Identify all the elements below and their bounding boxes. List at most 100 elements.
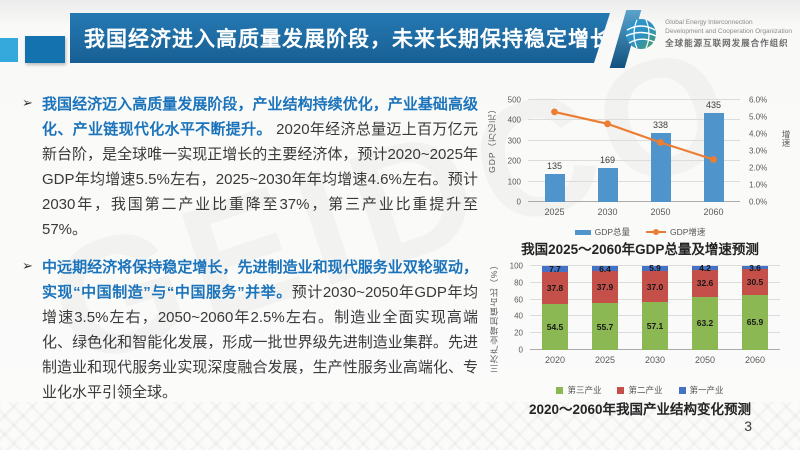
right-axis-tick: 6.0% xyxy=(749,95,768,105)
stack-segment-第三产业 xyxy=(592,303,618,350)
title-banner: 我国经济进入高质量发展阶段，未来长期保持稳定增长 xyxy=(70,13,610,63)
left-axis-tick: 300 xyxy=(507,136,521,146)
stack-segment-第三产业 xyxy=(642,302,668,350)
arrow-bullet-icon: ➢ xyxy=(22,258,33,273)
bullet-point-2: ➢ 中远期经济将保持稳定增长，先进制造业和现代服务业双轮驱动，实现“中国制造”与… xyxy=(22,255,478,405)
right-axis-tick: 0.0% xyxy=(749,197,768,207)
category-label: 2020 xyxy=(544,355,566,365)
gridline xyxy=(528,99,740,100)
segment-value-label: 37.9 xyxy=(596,282,614,293)
logo-line-en-2: Development and Cooperation Organization xyxy=(665,27,792,35)
line-swatch-icon xyxy=(646,229,666,235)
category-label: 2025 xyxy=(594,355,616,365)
stack-segment-第三产业 xyxy=(692,296,718,350)
bullet-1-highlight: 我国经济迈入高质量发展阶段，产业结构持续优化，产业基础高级化、产业链现代化水平不… xyxy=(42,96,478,138)
gdp-chart-caption: 我国2025～2060年GDP总量及增速预测 xyxy=(521,242,759,257)
gdp-growth-line xyxy=(551,108,717,163)
logo-line-cn: 全球能源互联网发展合作组织 xyxy=(665,37,789,48)
gdp-combo-chart: GDP（万亿元） 增速 0 100 200 300 400 500 0.0% 1.0% 2.0%… xyxy=(484,88,796,238)
page-title: 我国经济进入高质量发展阶段，未来长期保持稳定增长 xyxy=(84,28,612,51)
segment-value-label: 55.7 xyxy=(596,321,614,332)
stack-segment-第一产业 xyxy=(692,266,718,270)
stack-segment-第二产业 xyxy=(542,272,568,305)
stack-segment-第一产业 xyxy=(592,266,618,272)
left-axis-tick: 400 xyxy=(507,115,521,125)
left-axis-tick: 0 xyxy=(516,197,521,207)
legend-item-第二产业: 第二产业 xyxy=(617,384,663,396)
industry-chart-legend: 第三产业 第二产业 第一产业 xyxy=(484,384,796,396)
gdp-chart-right-axis-label: 增速 xyxy=(781,130,791,147)
stack-segment-第二产业 xyxy=(692,269,718,297)
gdp-total-bar xyxy=(650,133,671,202)
header-accent-square-light xyxy=(0,38,18,62)
bar-value-label: 135 xyxy=(546,161,563,172)
y-axis-tick: 0 xyxy=(518,345,523,355)
segment-value-label: 7.7 xyxy=(549,264,561,275)
stack-segment-第一产业 xyxy=(542,266,568,273)
gdp-total-bar xyxy=(544,174,565,202)
segment-value-label: 65.9 xyxy=(746,317,764,328)
stack-segment-第一产业 xyxy=(742,266,768,270)
category-label: 2050 xyxy=(650,207,671,217)
bullet-2-text: 中远期经济将保持稳定增长，先进制造业和现代服务业双轮驱动，实现“中国制造”与“中… xyxy=(42,255,478,405)
gdp-chart-legend: GDP总量 GDP增速 xyxy=(484,226,796,238)
category-label: 2030 xyxy=(644,355,666,365)
gridline xyxy=(530,265,780,266)
page-number: 3 xyxy=(744,418,752,434)
gdp-chart-plot-area: 0 100 200 300 400 500 0.0% 1.0% 2.0% 3.0% 4.0% 5.0%… xyxy=(508,96,768,218)
segment-value-label: 37.0 xyxy=(646,281,664,292)
stack-segment-第三产业 xyxy=(542,304,568,350)
bar-value-label: 338 xyxy=(652,120,669,131)
gridline xyxy=(528,160,740,162)
organization-logo: Global Energy Interconnection Developmen… xyxy=(623,16,792,52)
category-label: 2025 xyxy=(544,207,565,217)
legend-item-第一产业: 第一产业 xyxy=(678,384,724,396)
bar-value-label: 435 xyxy=(705,100,722,111)
legend-item-gdp-growth: GDP增速 xyxy=(646,226,705,238)
bullet-1-body: 2020年经济总量迈上百万亿元新台阶，是全球唯一实现正增长的主要经济体，预计20… xyxy=(42,121,478,238)
bar-swatch-icon xyxy=(574,229,591,235)
segment-value-label: 63.2 xyxy=(696,318,714,329)
segment-value-label: 6.4 xyxy=(599,263,611,274)
industry-chart-plot-area: 0 20 40 60 80 100 54.5 37.8 7.7 2020 55.7 37.9 6.4 20… xyxy=(510,262,780,365)
bullet-2-highlight: 中远期经济将保持稳定增长，先进制造业和现代服务业双轮驱动，实现“中国制造”与“中… xyxy=(42,259,478,301)
right-axis-tick: 5.0% xyxy=(749,112,768,122)
line-marker xyxy=(604,120,611,128)
category-label: 2050 xyxy=(694,355,716,365)
header-accent-square-dark xyxy=(25,36,65,63)
stack-segment-第二产业 xyxy=(742,269,768,295)
y-axis-tick: 100 xyxy=(509,261,523,271)
body-text-column: ➢ 我国经济迈入高质量发展阶段，产业结构持续优化，产业基础高级化、产业链现代化水… xyxy=(22,92,478,418)
segment-value-label: 4.2 xyxy=(699,262,711,273)
legend-label: GDP总量 xyxy=(594,227,630,237)
bullet-point-1: ➢ 我国经济迈入高质量发展阶段，产业结构持续优化，产业基础高级化、产业链现代化水… xyxy=(22,92,478,242)
left-axis-tick: 100 xyxy=(507,177,521,187)
square-swatch-icon xyxy=(678,386,686,394)
background-diamond-pattern xyxy=(0,402,800,450)
line-marker-icon xyxy=(653,229,659,235)
stack-segment-第一产业 xyxy=(642,266,668,271)
stack-segment-第二产业 xyxy=(642,270,668,303)
y-axis-tick: 80 xyxy=(514,278,523,288)
bullet-2-body: 预计2030~2050年GDP年均增速3.5%左右，2050~2060年2.5%… xyxy=(42,284,478,401)
y-axis-tick: 20 xyxy=(514,328,523,338)
segment-value-label: 3.6 xyxy=(749,262,761,273)
left-axis-tick: 200 xyxy=(507,156,521,166)
globe-icon xyxy=(625,19,657,49)
category-label: 2060 xyxy=(703,207,724,217)
gridline xyxy=(528,119,740,121)
industry-chart-y-axis-label: 三次产业增加值占比（%） xyxy=(489,260,499,374)
legend-item-gdp-total: GDP总量 xyxy=(574,226,630,238)
industry-chart-caption: 2020～2060年我国产业结构变化预测 xyxy=(528,402,752,417)
segment-value-label: 5.9 xyxy=(649,263,661,274)
legend-item-第三产业: 第三产业 xyxy=(556,384,601,396)
line-marker xyxy=(710,156,717,163)
legend-label: 第三产业 xyxy=(567,385,602,395)
square-swatch-icon xyxy=(617,386,625,394)
gridline xyxy=(528,180,740,182)
segment-value-label: 32.6 xyxy=(696,278,714,289)
right-axis-tick: 3.0% xyxy=(749,146,768,156)
stack-segment-第三产业 xyxy=(742,294,768,350)
right-axis-tick: 1.0% xyxy=(749,180,768,190)
